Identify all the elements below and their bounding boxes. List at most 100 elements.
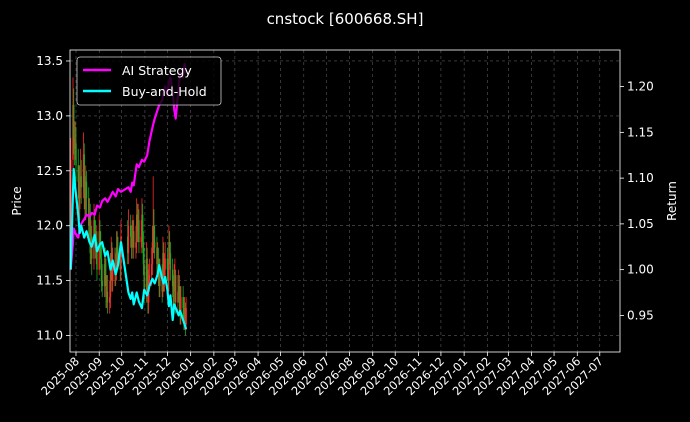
candle-body [177, 286, 180, 292]
y-tick-label-right: 1.05 [627, 217, 654, 231]
candle-body [179, 302, 181, 314]
candle-body [130, 236, 133, 248]
y-tick-label-left: 11.0 [36, 329, 63, 343]
candle-body [116, 247, 118, 254]
candle-body [135, 214, 138, 243]
buy-and-hold-line [69, 167, 188, 330]
right-axis: 0.95 1.00 1.05 1.10 1.15 1.20 [620, 80, 654, 322]
candle-body [117, 253, 119, 259]
candle-body [131, 236, 133, 248]
y-tick-label-left: 12.5 [36, 164, 63, 178]
candle-body [177, 291, 179, 303]
candle-body [83, 154, 85, 193]
legend: AI Strategy Buy-and-Hold [76, 56, 222, 106]
candle-body [85, 181, 88, 199]
y-axis-label-right: Return [665, 181, 679, 221]
candle-body [180, 297, 182, 314]
y-tick-label-left: 13.0 [36, 109, 63, 123]
candle-body [88, 214, 91, 226]
candle-body [100, 242, 102, 259]
candle-body [159, 275, 161, 287]
candle-body [105, 275, 107, 298]
candle-body [112, 264, 114, 281]
candle-body [167, 269, 169, 281]
candle-body [104, 264, 106, 276]
candle-body [140, 236, 142, 243]
candle-body [99, 231, 101, 243]
y-tick-label-left: 11.5 [36, 274, 63, 288]
candle-body [70, 159, 72, 259]
candle-body [173, 280, 175, 303]
y-tick-label-right: 0.95 [627, 308, 654, 322]
x-axis: 2025-082025-092025-102025-112025-122026-… [38, 352, 606, 398]
candle-body [79, 181, 81, 210]
candle-body [169, 253, 172, 270]
y-tick-label-left: 12.0 [36, 219, 63, 233]
candle-body [127, 225, 130, 254]
candle-body [178, 286, 181, 303]
candle-body [132, 231, 134, 237]
legend-label-ai-strategy: AI Strategy [122, 63, 192, 78]
y-tick-label-left: 13.5 [36, 54, 63, 68]
left-axis: 11.0 11.5 12.0 12.5 13.0 13.5 [36, 54, 70, 343]
candle-body [89, 214, 91, 254]
candle-body [138, 220, 140, 243]
candle-body [79, 176, 82, 182]
candle-body [137, 220, 139, 232]
legend-box [76, 56, 222, 106]
candle-body [77, 165, 79, 182]
candle-body [164, 258, 166, 270]
candle-body [135, 242, 137, 248]
candle-body [183, 308, 185, 320]
candle-body [168, 242, 171, 254]
candle-body [72, 104, 74, 160]
candle-body [161, 275, 163, 292]
candle-body [109, 269, 112, 298]
candle-body [143, 264, 145, 292]
candle-body [148, 275, 151, 281]
candle-body [141, 214, 143, 237]
candle-body [120, 236, 122, 270]
candle-body [151, 242, 154, 265]
candle-body [132, 231, 135, 248]
candle-body [141, 214, 144, 243]
candle-body [74, 143, 76, 149]
plot-frame [69, 49, 621, 353]
y-axis-label-left: Price [10, 186, 24, 215]
candle-body [88, 198, 90, 226]
candle-body [163, 269, 166, 281]
candle-body [129, 225, 132, 237]
candle-body [174, 275, 177, 303]
candle-body [84, 192, 86, 210]
chart-title: cnstock [600668.SH] [267, 10, 424, 28]
candle-body [94, 220, 96, 232]
candle-body [174, 275, 176, 281]
candle-body [106, 291, 108, 298]
y-tick-label-right: 1.00 [627, 263, 654, 277]
candle-body [156, 258, 159, 265]
candle-body [185, 308, 187, 325]
candle-body [171, 269, 174, 287]
candle-body [82, 154, 85, 188]
candle-body [145, 258, 148, 292]
candle-body [136, 214, 139, 232]
candle-body [153, 225, 155, 243]
candle-body [166, 258, 169, 270]
candle-body [152, 225, 154, 243]
candle-body [142, 242, 145, 265]
candle-body [100, 258, 103, 281]
candle-body [162, 253, 164, 292]
candle-body [98, 231, 100, 270]
candle-body [101, 280, 103, 287]
candle-body [103, 264, 106, 287]
candle-body [184, 313, 187, 325]
candle-body [110, 253, 112, 270]
candle-body [183, 313, 186, 320]
y-tick-label-right: 1.15 [627, 125, 654, 139]
candle-body [119, 258, 121, 270]
candle-body [126, 236, 129, 254]
candle-body [96, 242, 98, 270]
candle-body [75, 143, 77, 166]
candle-body [146, 258, 148, 281]
